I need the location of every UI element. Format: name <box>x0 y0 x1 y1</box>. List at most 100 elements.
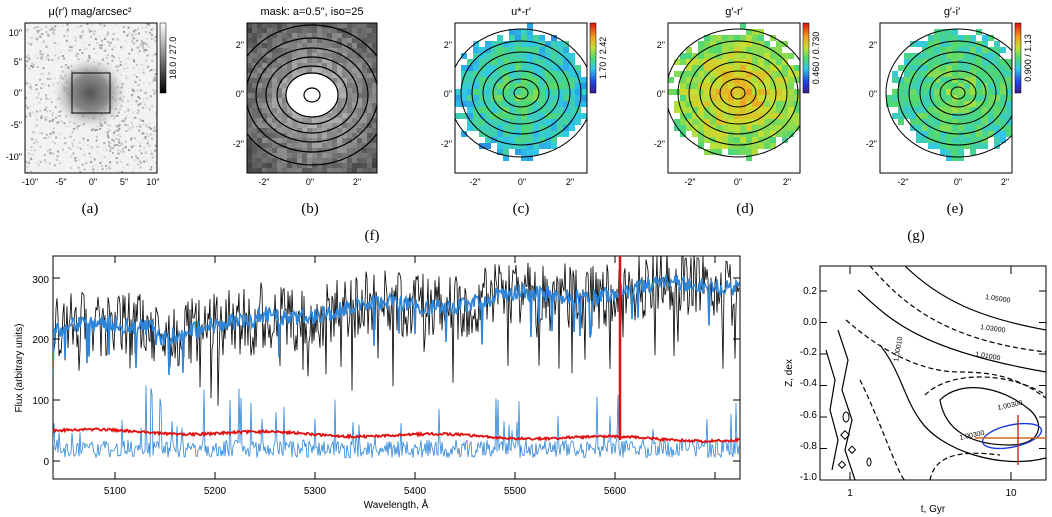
panel-d-ytick: 2" <box>657 40 665 50</box>
spectrum-ytick: 100 <box>32 396 49 407</box>
panel-c-xtick: 0" <box>518 177 526 187</box>
spectrum-ytick: 200 <box>32 335 49 346</box>
chi2-ylabel: Z, dex <box>784 359 795 387</box>
panel-c-title: u*-r′ <box>511 6 531 18</box>
panel-a-ytick: 5" <box>14 57 22 67</box>
panel-b-yticks: 2" 0" -2" <box>233 40 244 149</box>
panel-a-ytick: 10" <box>9 28 22 38</box>
model-spectrum <box>53 274 740 376</box>
panel-a-colorbar <box>159 22 167 94</box>
spectrum-ylabel: Flux (arbitrary units) <box>14 324 25 413</box>
panel-d-ytick: 0" <box>657 89 665 99</box>
panel-a-xtick: -5" <box>55 177 66 187</box>
chi2-ytick: -0.8 <box>800 441 818 452</box>
error-spectrum <box>53 427 740 444</box>
panel-c-xtick: -2" <box>469 177 480 187</box>
panel-c-ytick: 0" <box>444 89 452 99</box>
panel-e: g′-i′ 0.900 / 1.13 2" 0" -2" -2" 0" 2" (… <box>866 6 1033 217</box>
panel-c-colorbar <box>589 22 597 94</box>
panel-a-xticks: -10" -5" 0" 5" 10" <box>22 177 160 187</box>
panel-b-xtick: -2" <box>258 177 269 187</box>
spectrum-xlabel: Wavelength, Å <box>364 498 429 511</box>
spectrum-ytick: 0 <box>43 457 49 468</box>
chi2-yticks: 0.2 0.0 -0.2 -0.4 -0.6 -0.8 -1.0 <box>800 286 818 483</box>
best-fit-ellipse <box>981 422 1043 450</box>
panel-a-xtick: 5" <box>120 177 128 187</box>
chi2-ytick: 0.0 <box>803 317 817 328</box>
panel-e-xtick: -2" <box>897 177 908 187</box>
spectrum-yticks: 0 100 200 300 <box>32 275 49 468</box>
spectrum-xticks: 5100 5200 5300 5400 5500 5600 <box>104 486 627 497</box>
panel-e-xtick: 0" <box>954 177 962 187</box>
spectrum-xtick: 5500 <box>504 486 527 497</box>
panel-e-isophotes <box>885 28 1012 158</box>
spectrum-xtick: 5600 <box>604 486 627 497</box>
caption-g: (g) <box>907 228 925 244</box>
panel-d-colorbar <box>802 22 810 94</box>
panel-e-xtick: 2" <box>1001 177 1009 187</box>
spectrum-lines <box>53 256 740 459</box>
panel-a-xtick: 10" <box>146 177 159 187</box>
spectrum-ticks <box>53 256 740 479</box>
chi2-contour-label: 1.01000 <box>975 351 1001 362</box>
panel-b: mask: a=0.5", iso=25 2" 0" -2" -2" 0" 2"… <box>233 6 378 217</box>
panel-d-colormap <box>668 23 800 161</box>
caption-f: (f) <box>365 228 380 244</box>
panel-c: u*-r′ 1.70 / 2.42 2" 0" -2" -2" 0" 2" (c… <box>441 6 608 217</box>
panel-d-isophotes <box>668 28 800 158</box>
panel-c-isophotes <box>455 28 587 158</box>
panel-c-caption: (c) <box>513 201 530 217</box>
spectrum-xtick: 5400 <box>404 486 427 497</box>
panel-a-colorbar-label: 18.0 / 27.0 <box>168 37 178 80</box>
chi2-contours <box>825 266 1046 480</box>
panel-a-xtick: 0" <box>89 177 97 187</box>
panel-b-xtick: 0" <box>306 177 314 187</box>
spectrum-xtick: 5300 <box>304 486 327 497</box>
panel-d-caption: (d) <box>736 201 754 217</box>
panel-a-ytick: 0" <box>14 88 22 98</box>
chi2-ytick: 0.2 <box>803 286 817 297</box>
panel-c-xtick: 2" <box>566 177 574 187</box>
panel-a-ytick: -5" <box>11 120 22 130</box>
panel-b-isophotes <box>247 24 377 166</box>
chi2-contour-label: 1.00010 <box>893 336 904 362</box>
panel-d-title: g′-r′ <box>725 6 743 18</box>
panel-b-xtick: 2" <box>353 177 361 187</box>
panel-a-ytick: -10" <box>6 152 22 162</box>
panel-d-xtick: -2" <box>684 177 695 187</box>
panel-d: g′-r′ 0.460 / 0.730 2" 0" -2" -2" 0" 2" … <box>654 6 821 217</box>
panel-b-xticks: -2" 0" 2" <box>258 177 361 187</box>
panel-a-image <box>25 23 157 173</box>
panel-e-colorbar <box>1014 22 1022 94</box>
chi2-contour-label: 1.03000 <box>980 324 1006 334</box>
panel-c-ytick: 2" <box>444 40 452 50</box>
panel-d-colorbar-label: 0.460 / 0.730 <box>811 32 821 85</box>
panel-e-ytick: 2" <box>869 40 877 50</box>
chi2-xlabel: t, Gyr <box>921 504 946 515</box>
chi2-ytick: -0.4 <box>800 378 818 389</box>
panel-b-ytick: -2" <box>233 139 244 149</box>
chi2-ytick: -1.0 <box>800 472 818 483</box>
panel-a-title: μ(r′) mag/arcsec² <box>49 6 132 18</box>
panel-d-xtick: 2" <box>783 177 791 187</box>
panel-c-colormap <box>455 23 587 161</box>
panel-e-ytick: -2" <box>866 139 877 149</box>
chi2-ytick: -0.2 <box>800 347 818 358</box>
spectrum-ytick: 300 <box>32 275 49 286</box>
panel-d-ytick: -2" <box>654 139 665 149</box>
panel-e-colorbar-label: 0.900 / 1.13 <box>1023 34 1033 82</box>
chi2-xtick: 10 <box>1005 488 1017 499</box>
panel-a-xtick: -10" <box>22 177 38 187</box>
panel-a-yticks: 10" 5" 0" -5" -10" <box>6 28 22 162</box>
chi2-ytick: -0.6 <box>800 410 818 421</box>
chi2-islands <box>837 411 872 469</box>
panel-e-ytick: 0" <box>869 89 877 99</box>
panel-c-ytick: -2" <box>441 139 452 149</box>
chi2-xtick: 1 <box>847 488 853 499</box>
panel-a-galaxy <box>54 57 126 129</box>
panel-b-title: mask: a=0.5", iso=25 <box>261 6 364 18</box>
panel-b-ytick: 0" <box>236 89 244 99</box>
residual-spectrum <box>53 385 740 459</box>
panel-d-xtick: 0" <box>734 177 742 187</box>
